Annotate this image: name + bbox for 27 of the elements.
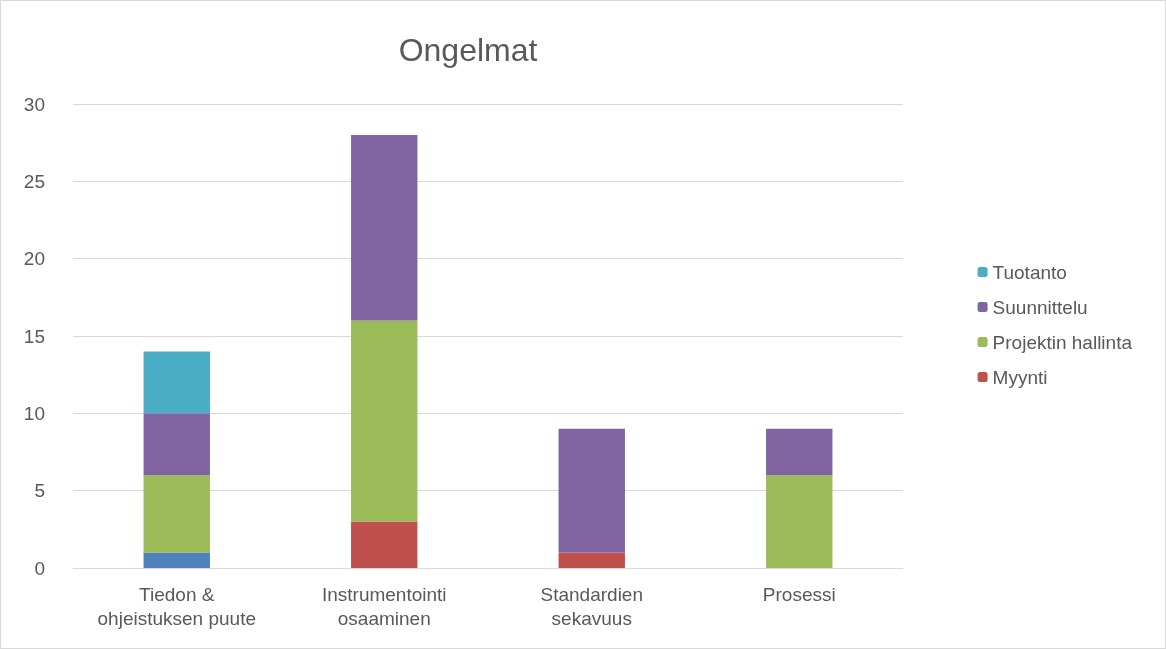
y-tick-label: 15: [23, 325, 45, 347]
x-tick-label: Instrumentointi osaaminen: [321, 583, 447, 629]
y-tick-label: 30: [23, 93, 45, 115]
bar: [143, 552, 210, 568]
chart-title: Ongelmat: [398, 32, 538, 68]
bar: [351, 320, 418, 522]
y-tick-label: 10: [23, 402, 45, 424]
x-tick-label: Prosessi: [762, 583, 836, 605]
x-tick-label: Tiedon & ohjeistuksen puute: [97, 583, 256, 629]
legend-label: Projektin hallinta: [992, 331, 1133, 353]
y-tick-label: 20: [23, 248, 45, 270]
bar: [766, 475, 833, 568]
y-tick-label: 5: [34, 480, 45, 502]
x-tick-label: Standardien sekavuus: [540, 583, 643, 629]
y-tick-label: 25: [23, 170, 45, 192]
bar: [143, 351, 210, 414]
legend-label: Myynti: [992, 366, 1048, 388]
legend-label: Tuotanto: [992, 261, 1067, 283]
bar: [351, 521, 418, 568]
bar: [766, 428, 833, 476]
bar: [351, 134, 418, 321]
bar: [558, 428, 625, 553]
bar: [558, 552, 625, 568]
y-tick-label: 0: [34, 557, 45, 579]
legend-label: Suunnittelu: [992, 296, 1088, 318]
bar: [143, 475, 210, 553]
bar: [143, 413, 210, 476]
